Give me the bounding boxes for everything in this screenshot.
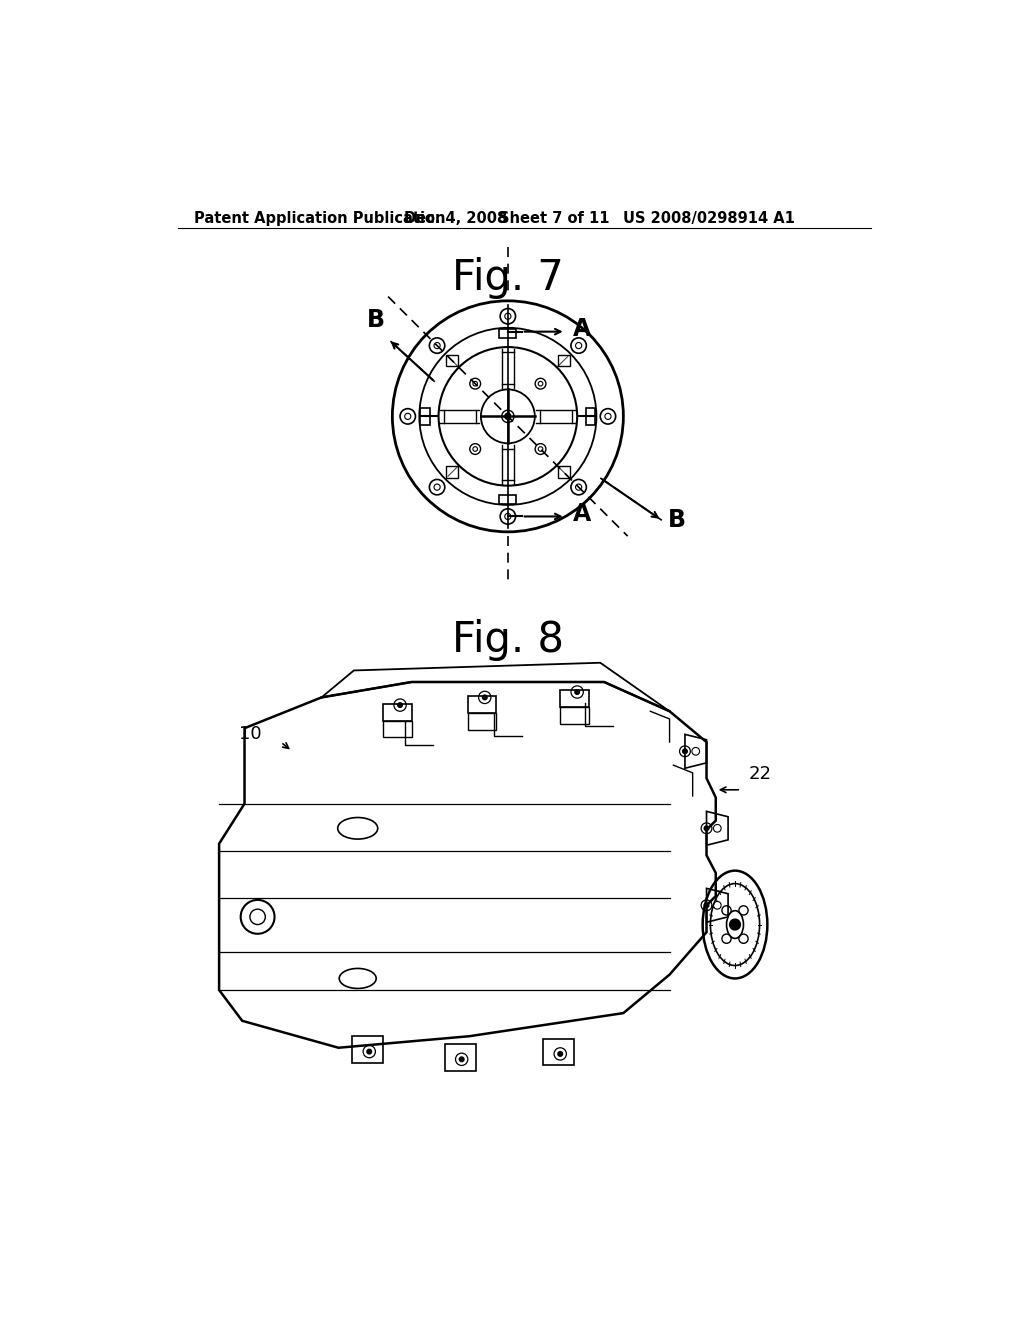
Text: 22: 22 <box>749 766 772 783</box>
Circle shape <box>558 1052 562 1056</box>
Circle shape <box>705 826 709 830</box>
Text: Sheet 7 of 11: Sheet 7 of 11 <box>499 211 609 226</box>
Circle shape <box>397 702 402 708</box>
Circle shape <box>460 1057 464 1061</box>
Text: A: A <box>573 317 592 342</box>
Circle shape <box>730 919 740 929</box>
Circle shape <box>367 1049 372 1053</box>
Circle shape <box>574 689 580 694</box>
Text: Fig. 8: Fig. 8 <box>452 619 564 660</box>
Text: Patent Application Publication: Patent Application Publication <box>194 211 445 226</box>
Circle shape <box>683 748 687 754</box>
Circle shape <box>482 696 487 700</box>
Text: 10: 10 <box>239 726 261 743</box>
Text: B: B <box>668 508 686 532</box>
Circle shape <box>505 413 511 420</box>
Text: Dec. 4, 2008: Dec. 4, 2008 <box>403 211 507 226</box>
Text: Fig. 7: Fig. 7 <box>452 257 564 298</box>
Text: A: A <box>573 502 592 527</box>
Circle shape <box>705 903 709 908</box>
Text: US 2008/0298914 A1: US 2008/0298914 A1 <box>624 211 796 226</box>
Text: B: B <box>367 308 385 333</box>
